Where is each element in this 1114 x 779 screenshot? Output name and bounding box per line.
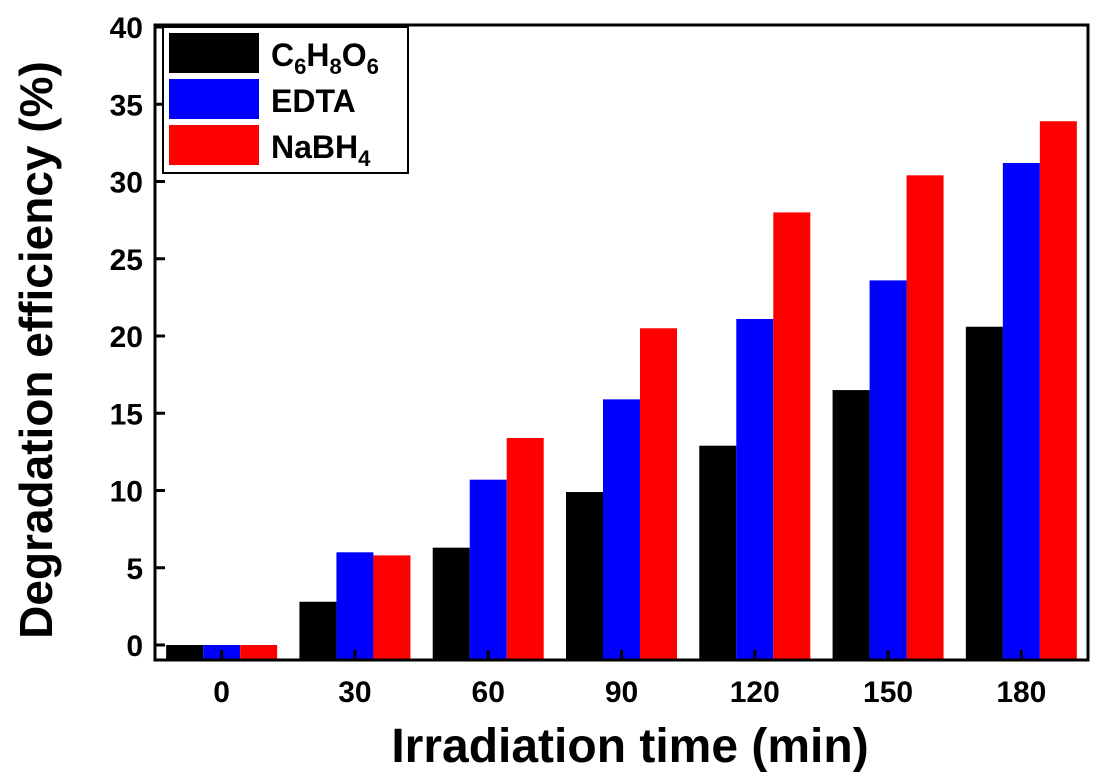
legend: C6H8O6 EDTA NaBH4: [162, 26, 409, 174]
bar-nabh4-90: [640, 328, 677, 660]
legend-swatch-nabh4: [169, 125, 259, 165]
legend-label-edta: EDTA: [271, 83, 356, 119]
bar-c6h8o6-150: [832, 390, 870, 660]
y-tick-label: 40: [110, 12, 143, 45]
y-axis: 0 5 10 15 20 25 30 35 40: [110, 12, 165, 663]
bar-edta-120: [736, 319, 774, 660]
x-tick-label: 0: [213, 676, 230, 709]
x-tick-label: 30: [338, 676, 371, 709]
bar-c6h8o6-0: [166, 645, 204, 660]
bar-nabh4-30: [373, 555, 411, 660]
bar-nabh4-150: [906, 175, 944, 660]
bar-c6h8o6-60: [432, 547, 470, 660]
y-tick-label: 15: [110, 398, 143, 431]
y-tick-label: 0: [126, 630, 143, 663]
legend-swatch-edta: [169, 79, 259, 119]
legend-label-c6h8o6: C6H8O6: [271, 37, 379, 79]
bar-edta-90: [603, 399, 640, 660]
y-tick-label: 20: [110, 321, 143, 354]
bar-c6h8o6-30: [299, 601, 337, 660]
y-tick-label: 5: [126, 553, 143, 586]
y-tick-label: 10: [110, 476, 143, 509]
bar-edta-150: [869, 280, 907, 660]
legend-swatch-c6h8o6: [169, 33, 259, 73]
bar-nabh4-120: [773, 212, 811, 660]
bars-group: [166, 121, 1077, 661]
bar-c6h8o6-120: [699, 445, 737, 660]
y-tick-label: 35: [110, 89, 143, 122]
bar-c6h8o6-180: [965, 326, 1003, 660]
x-tick-label: 150: [863, 676, 913, 709]
y-axis-title: Degradation efficiency (%): [10, 61, 62, 639]
bar-edta-60: [469, 479, 507, 660]
bar-nabh4-60: [506, 437, 544, 660]
x-axis: 0 30 60 90 120 150 180: [213, 650, 1046, 709]
x-tick-label: 180: [996, 676, 1046, 709]
bar-c6h8o6-90: [566, 492, 603, 660]
bar-edta-180: [1002, 162, 1040, 660]
x-tick-label: 60: [472, 676, 505, 709]
bar-edta-30: [336, 552, 374, 660]
x-tick-label: 90: [605, 676, 638, 709]
x-tick-label: 120: [730, 676, 780, 709]
y-tick-label: 25: [110, 244, 143, 277]
bar-nabh4-0: [240, 645, 278, 660]
bar-nabh4-180: [1039, 121, 1077, 661]
y-tick-label: 30: [110, 167, 143, 200]
legend-label-nabh4: NaBH4: [271, 129, 371, 171]
x-axis-title: Irradiation time (min): [391, 720, 868, 773]
